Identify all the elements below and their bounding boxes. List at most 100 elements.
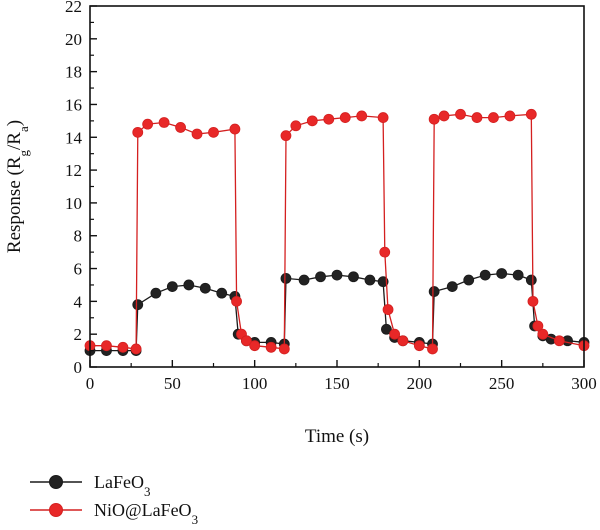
y-axis-title-end: ) xyxy=(4,120,25,126)
y-tick-label: 22 xyxy=(65,0,82,16)
y-axis-title-sub1: g xyxy=(16,149,31,156)
data-point xyxy=(389,328,401,340)
legend: LaFeO3 NiO@LaFeO3 xyxy=(30,472,198,527)
data-point xyxy=(463,274,475,286)
data-point xyxy=(471,112,483,123)
y-axis-title-mid: /R xyxy=(4,132,25,150)
x-tick-label: 100 xyxy=(242,374,268,393)
series-lafeo3 xyxy=(84,268,590,356)
x-axis-title: Time (s) xyxy=(305,426,369,447)
data-point xyxy=(446,281,458,292)
data-point xyxy=(379,246,391,258)
data-point xyxy=(191,128,203,140)
data-point xyxy=(455,108,466,120)
y-tick-label: 16 xyxy=(65,95,82,114)
data-point xyxy=(249,340,261,352)
ticks-layer: 0 50 100 150 200 250 300 0 2 4 6 8 10 12 14 16 18 20 22 xyxy=(65,0,597,393)
data-point xyxy=(413,340,425,352)
data-point xyxy=(280,272,292,284)
y-tick-label: 0 xyxy=(74,358,83,377)
data-point xyxy=(348,271,359,283)
legend-item-lafeo3: LaFeO3 xyxy=(30,472,150,499)
data-point xyxy=(525,108,537,120)
data-point xyxy=(532,320,544,332)
data-point xyxy=(377,276,389,288)
data-point xyxy=(331,269,343,281)
x-tick-label: 250 xyxy=(489,374,515,393)
data-point xyxy=(142,118,154,130)
data-point xyxy=(183,279,195,291)
data-point xyxy=(382,304,394,315)
data-point xyxy=(339,112,351,123)
x-tick-label: 300 xyxy=(571,374,597,393)
data-point xyxy=(132,126,144,138)
data-point xyxy=(265,341,277,353)
data-point xyxy=(488,112,499,123)
data-point xyxy=(117,341,129,353)
data-point xyxy=(175,122,186,133)
series-line xyxy=(90,272,585,352)
series-layer xyxy=(84,108,590,356)
data-point xyxy=(306,115,318,127)
data-point xyxy=(428,286,440,297)
x-tick-label: 50 xyxy=(164,374,181,393)
data-point xyxy=(101,340,112,352)
data-point xyxy=(364,274,376,286)
x-tick-label: 200 xyxy=(407,374,433,393)
legend-label-nio-lafeo3: NiO@LaFeO3 xyxy=(94,500,198,527)
y-axis-title-sub2: a xyxy=(16,126,31,132)
y-tick-label: 14 xyxy=(65,128,83,147)
y-axis-title: Response (Rg/Ra) xyxy=(4,120,31,253)
data-point xyxy=(132,299,144,311)
data-point xyxy=(512,269,524,281)
data-point xyxy=(397,335,409,347)
data-point xyxy=(438,110,450,122)
data-point xyxy=(280,130,292,142)
legend-item-nio-lafeo3: NiO@LaFeO3 xyxy=(30,500,198,527)
data-point xyxy=(208,126,219,138)
data-point xyxy=(231,295,242,307)
data-point xyxy=(298,274,310,286)
y-tick-label: 4 xyxy=(74,292,83,311)
series-nio-lafeo3 xyxy=(84,108,590,355)
data-point xyxy=(479,269,491,281)
data-point xyxy=(278,343,290,355)
data-point xyxy=(150,287,162,299)
y-tick-label: 12 xyxy=(65,161,82,180)
data-point xyxy=(290,120,302,132)
data-point xyxy=(315,271,326,283)
data-point xyxy=(537,328,549,340)
data-point xyxy=(527,295,539,307)
data-point xyxy=(158,117,170,128)
plot-frame xyxy=(89,5,585,368)
y-tick-label: 2 xyxy=(74,325,83,344)
data-point xyxy=(380,323,392,335)
data-point xyxy=(504,110,516,122)
legend-label-lafeo3-sub: 3 xyxy=(144,484,151,499)
data-point xyxy=(166,281,178,292)
x-tick-label: 0 xyxy=(86,374,95,393)
data-point xyxy=(356,110,368,122)
data-point xyxy=(377,112,389,123)
y-axis-title-main: Response (R xyxy=(4,156,25,253)
y-tick-label: 20 xyxy=(65,30,82,49)
data-point xyxy=(553,335,565,347)
legend-label-lafeo3-main: LaFeO xyxy=(94,472,144,492)
data-point xyxy=(323,113,335,125)
legend-marker-nio-lafeo3 xyxy=(49,503,63,517)
x-tick-label: 150 xyxy=(324,374,350,393)
data-point xyxy=(241,335,252,347)
legend-label-nio-lafeo3-sub: 3 xyxy=(192,512,199,527)
data-point xyxy=(427,343,438,355)
legend-label-nio-lafeo3-main: NiO@LaFeO xyxy=(94,500,192,520)
data-point xyxy=(130,343,142,355)
data-point xyxy=(229,123,241,135)
data-point xyxy=(428,113,440,125)
data-point xyxy=(496,268,508,279)
data-point xyxy=(216,287,228,299)
y-tick-label: 6 xyxy=(74,260,83,279)
data-point xyxy=(525,274,537,286)
y-tick-label: 10 xyxy=(65,194,82,213)
y-tick-label: 18 xyxy=(65,63,82,82)
